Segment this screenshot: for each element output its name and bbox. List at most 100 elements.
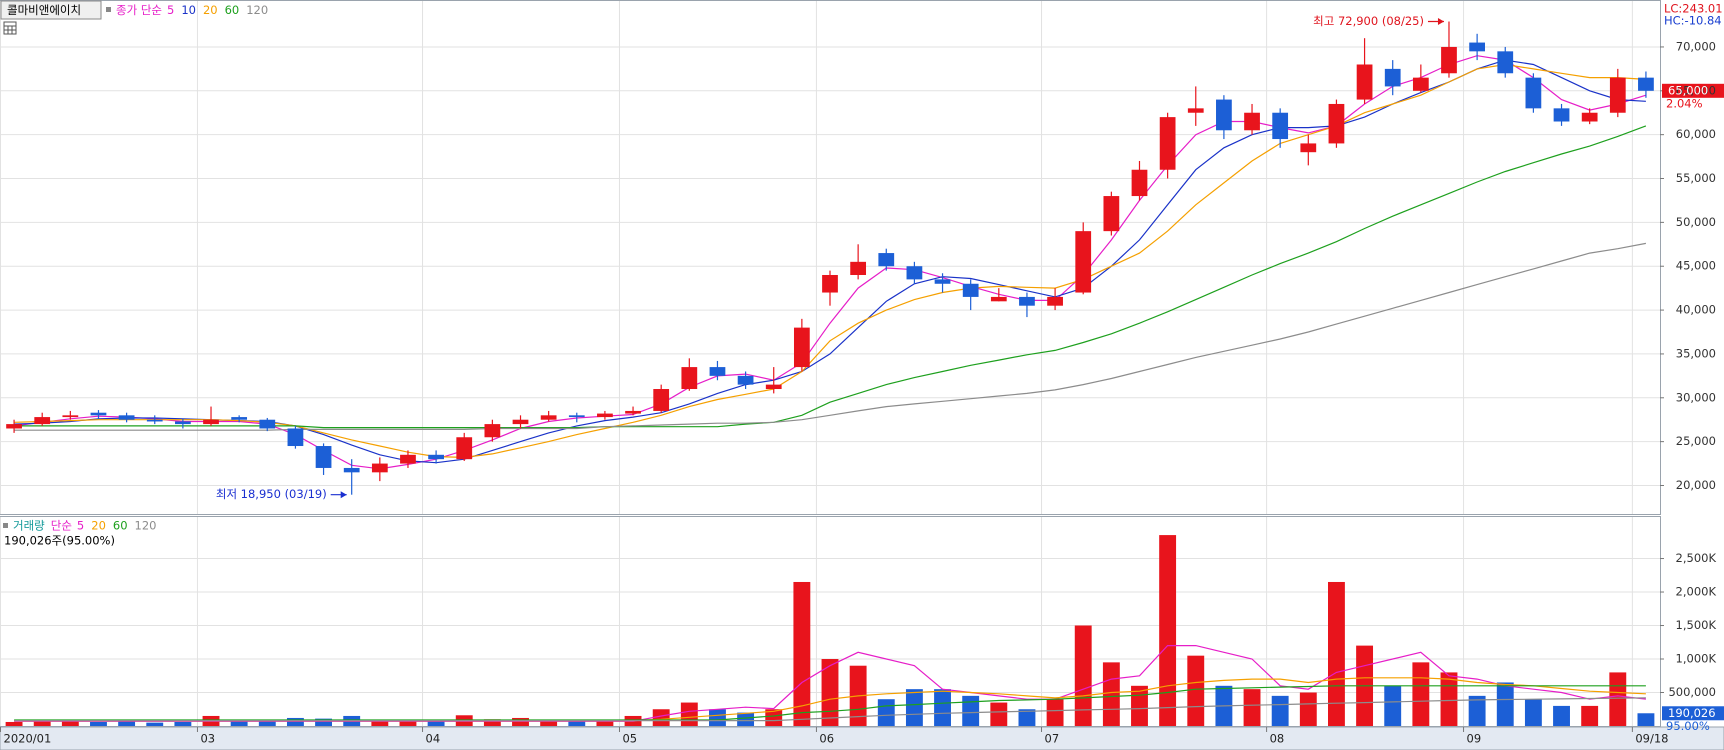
legend-entry: 60	[113, 519, 128, 533]
volume-bar	[146, 722, 164, 726]
moving-average-line	[14, 63, 1646, 459]
candle-body	[1525, 77, 1542, 109]
candle-body	[1553, 108, 1570, 122]
candle-body	[793, 327, 810, 368]
legend-marker	[3, 523, 8, 528]
y-tick-label: 30,000	[1676, 390, 1716, 404]
y-tick-label: 2,000K	[1676, 585, 1717, 599]
candle-body	[1328, 103, 1345, 144]
volume-bar	[315, 718, 332, 726]
candle-body	[6, 424, 22, 429]
y-tick-label: 60,000	[1676, 127, 1716, 141]
candle-body	[371, 463, 388, 473]
candle-body	[765, 384, 782, 390]
legend-title: 종가 단순	[116, 3, 162, 17]
legend-entry: 5	[167, 3, 174, 17]
volume-bar	[33, 721, 51, 726]
candle-body	[1047, 296, 1063, 306]
volume-bar	[934, 689, 951, 726]
volume-bar	[962, 695, 980, 726]
volume-bar	[990, 702, 1008, 726]
candle-body	[146, 419, 163, 422]
volume-bar	[1074, 625, 1092, 726]
volume-bar	[540, 719, 558, 726]
y-tick-label: 70,000	[1676, 39, 1716, 53]
candle-body	[1216, 99, 1232, 131]
x-tick-label: 05	[622, 732, 637, 746]
legend-entry: 5	[77, 519, 84, 533]
volume-bar	[709, 709, 726, 726]
candle-body	[822, 274, 838, 293]
annotation-text: 최고 72,900 (08/25)	[1313, 14, 1424, 28]
volume-bar	[1187, 655, 1205, 726]
x-tick-label: 04	[426, 732, 441, 746]
stock-button[interactable]	[0, 0, 102, 20]
candle-body	[315, 446, 332, 468]
volume-bar	[596, 720, 614, 726]
volume-bar	[427, 720, 445, 726]
volume-bar	[5, 721, 23, 726]
volume-bar	[1243, 689, 1261, 726]
y-tick-label: 1,500K	[1676, 618, 1717, 632]
volume-bar	[118, 721, 136, 726]
volume-bar	[793, 581, 811, 726]
marks-layer	[5, 18, 1724, 726]
y-tick-label: 2,500K	[1676, 551, 1717, 565]
candle-body	[484, 424, 501, 438]
candle-body	[1384, 68, 1401, 87]
volume-bar	[1271, 695, 1289, 726]
candle-body	[1187, 108, 1204, 113]
y-tick-label: 65,000	[1676, 83, 1716, 97]
candle-body	[540, 415, 557, 420]
x-tick-label: 06	[819, 732, 834, 746]
candle-body	[1131, 169, 1148, 197]
stock-name[interactable]: 콜마비앤에이치	[7, 3, 81, 17]
volume-bar	[1581, 705, 1599, 726]
candle-body	[90, 412, 107, 416]
current-price-label: 65,000	[1668, 83, 1708, 97]
volume-bar	[230, 719, 248, 726]
volume-bar	[399, 720, 417, 726]
candle-body	[1019, 296, 1035, 306]
moving-average-line	[14, 55, 1647, 470]
calculator-frame[interactable]	[3, 21, 17, 35]
candle-body	[203, 419, 219, 425]
candle-body	[1075, 231, 1092, 293]
volume-bar	[512, 717, 529, 726]
annotation-text: 최저 18,950 (03/19)	[216, 487, 327, 501]
volume-bar	[483, 719, 501, 726]
volume-bar	[877, 699, 895, 726]
candle-body	[512, 419, 529, 425]
current-price-change: 2.04%	[1666, 96, 1703, 110]
candle-body	[1103, 196, 1120, 232]
x-tick-label: 2020/01	[4, 732, 52, 746]
legend-entry: 20	[91, 519, 106, 533]
volume-bar	[1328, 581, 1345, 726]
candle-body	[1609, 77, 1626, 113]
y-tick-label: 35,000	[1676, 346, 1716, 360]
volume-bar	[1553, 705, 1570, 726]
volume-bar	[90, 721, 107, 726]
indicator-label: HC:-10.84	[1664, 14, 1722, 28]
annotation-arrowhead	[1437, 18, 1444, 26]
candle-body	[934, 279, 951, 284]
calculator-icon[interactable]	[3, 21, 17, 35]
candle-body	[850, 261, 867, 275]
candle-body	[906, 266, 923, 280]
candle-body	[737, 375, 754, 385]
candle-body	[568, 415, 585, 418]
legend-marker	[106, 7, 111, 12]
volume-bar	[1384, 685, 1402, 726]
volume-bar	[1496, 682, 1514, 726]
candle-body	[1441, 46, 1457, 74]
candle-body	[1356, 64, 1373, 100]
volume-subtitle: 190,026주(95.00%)	[4, 534, 115, 548]
moving-average-line	[14, 645, 1646, 722]
candle-body	[990, 296, 1007, 302]
candle-body	[653, 389, 670, 411]
volume-bar	[821, 659, 839, 726]
candle-body	[1581, 112, 1598, 122]
legend-entry: 120	[246, 3, 268, 17]
candle-body	[1272, 112, 1289, 140]
